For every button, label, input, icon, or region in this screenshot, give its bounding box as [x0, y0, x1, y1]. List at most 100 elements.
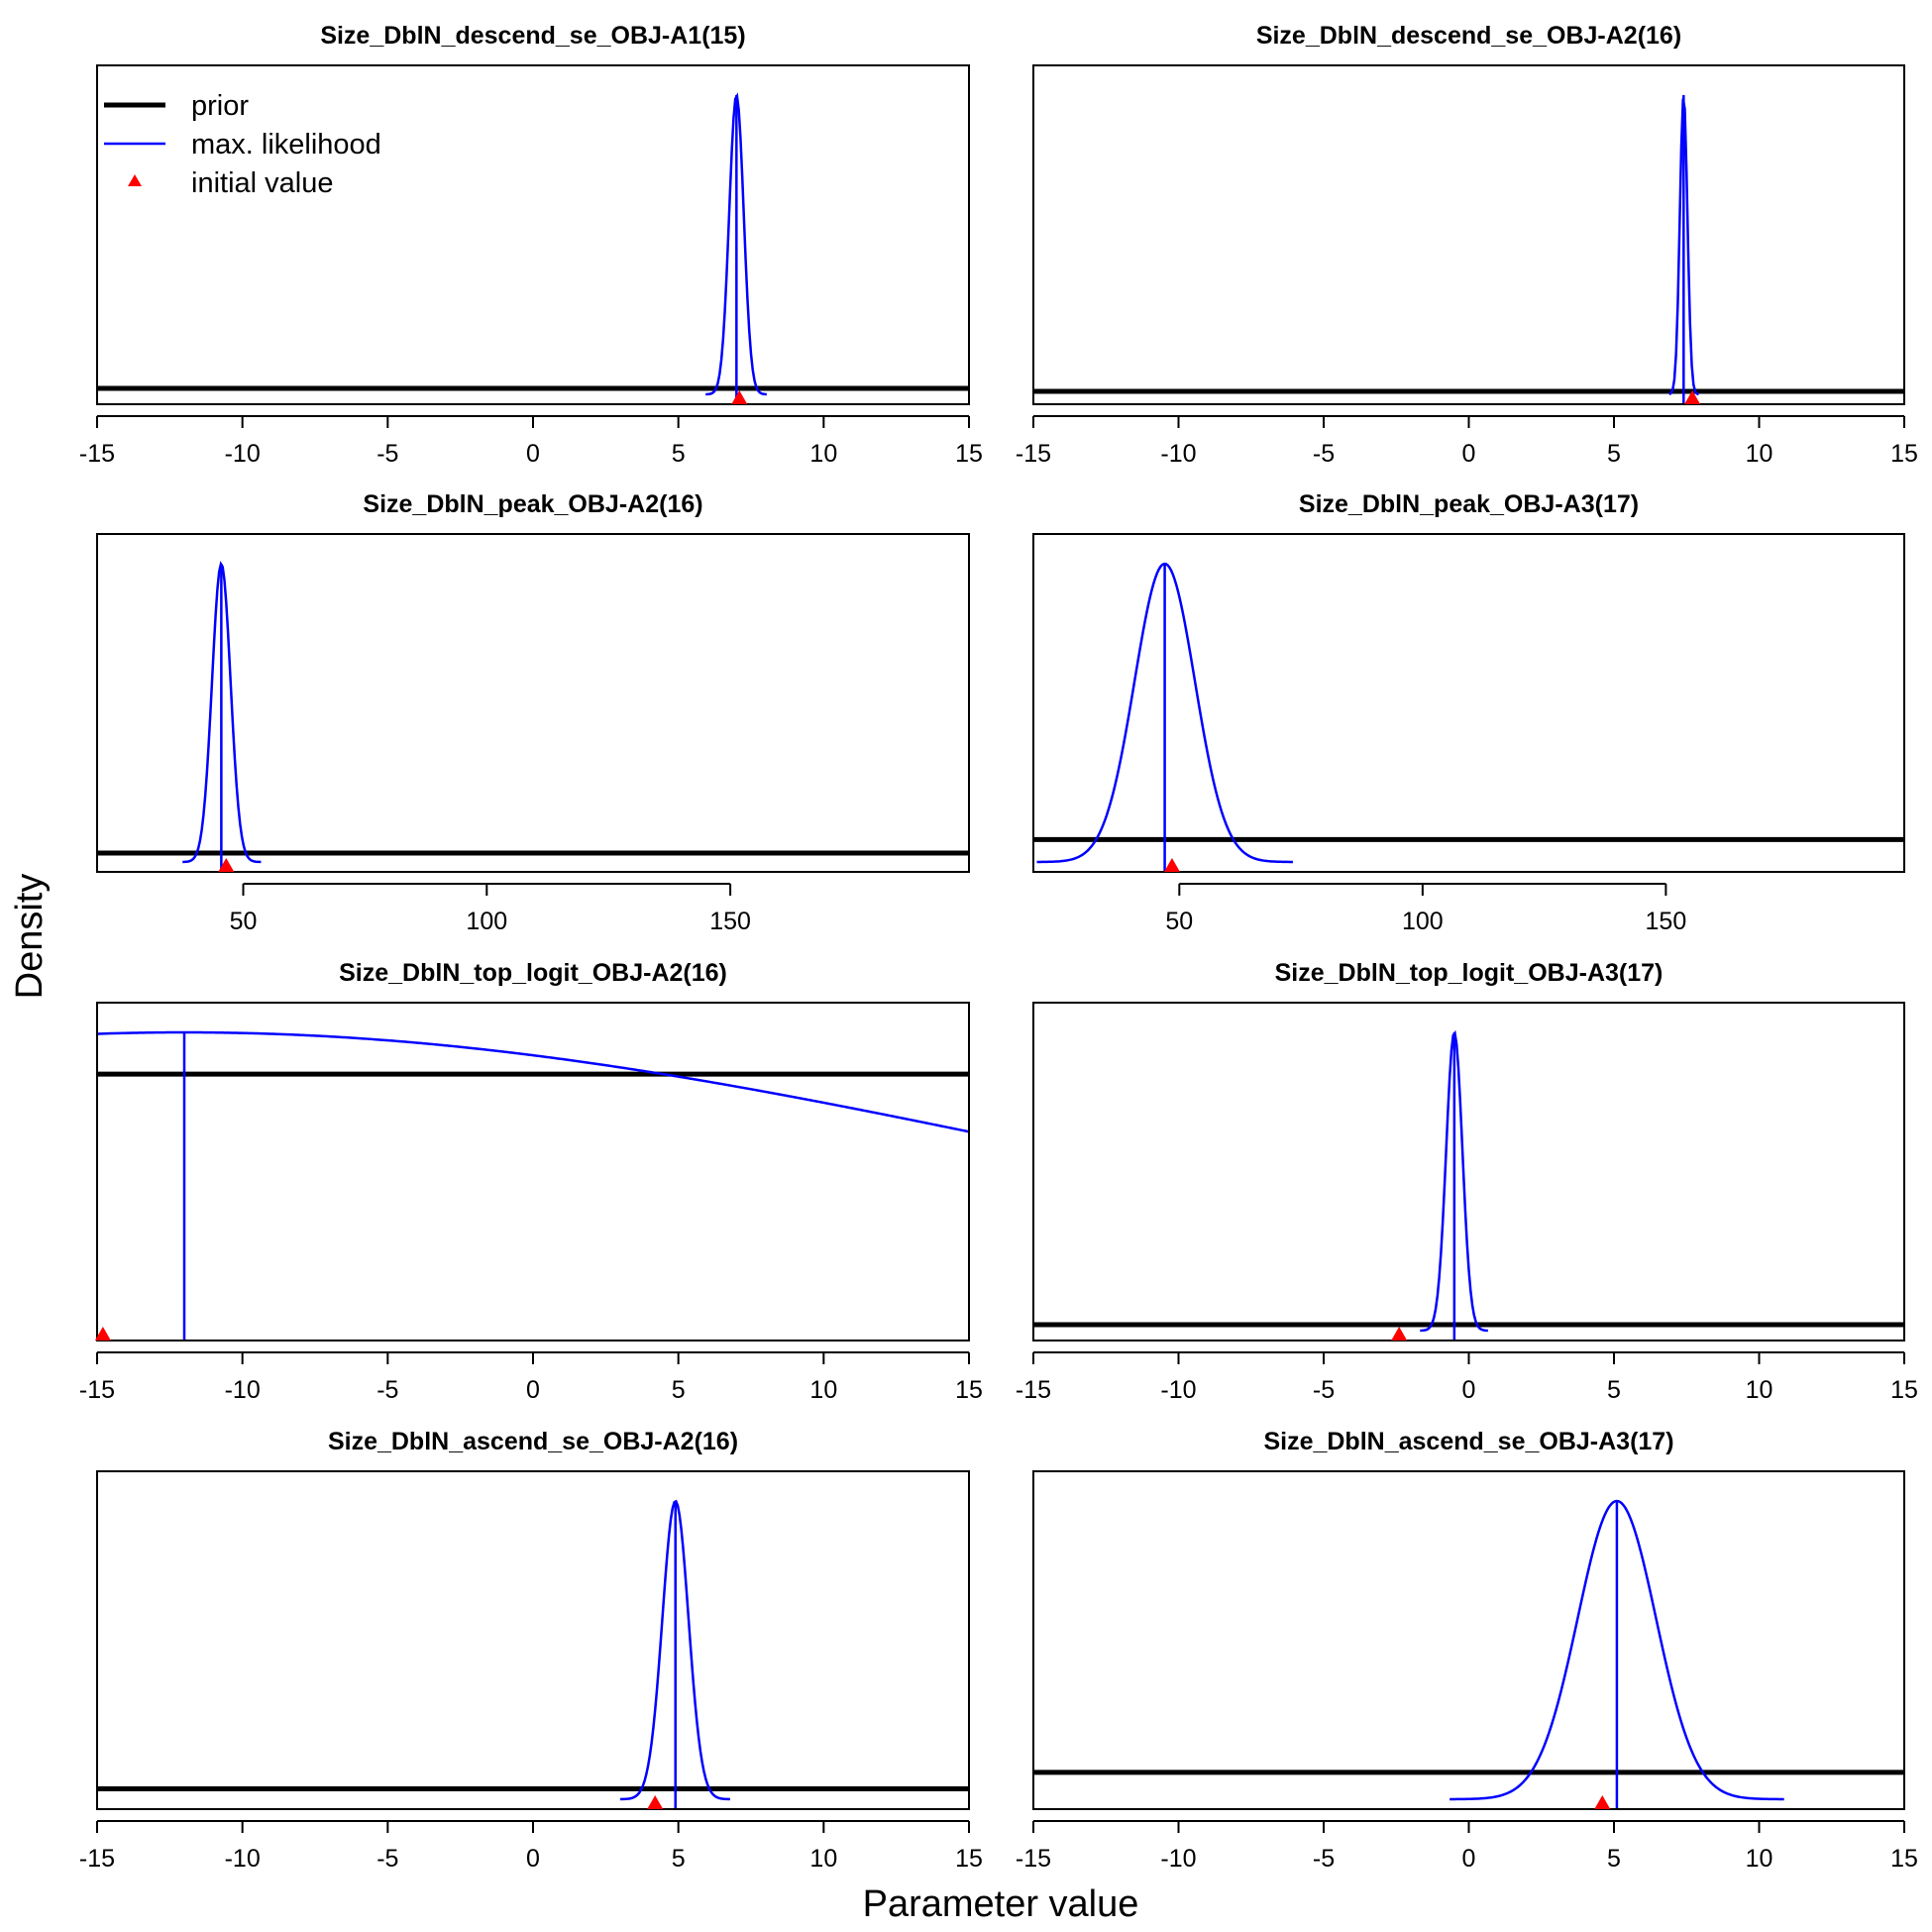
x-tick-label: 0: [526, 1845, 540, 1873]
panel-frame: [96, 1002, 970, 1342]
panel-title: Size_DblN_ascend_se_OBJ-A3(17): [1263, 1428, 1673, 1455]
panel-title: Size_DblN_descend_se_OBJ-A1(15): [320, 22, 745, 50]
x-axis: -15 -10 -5 0 5 10 15: [1016, 415, 1918, 468]
x-axis: -15 -10 -5 0 5 10 15: [79, 1351, 983, 1404]
panel-2: Size_DblN_descend_se_OBJ-A2(16) -15 -10 -5 0…: [1016, 22, 1918, 468]
x-tick-label: 5: [672, 1376, 686, 1404]
initial-value-marker: [1163, 858, 1180, 872]
x-tick-label: 15: [955, 1376, 983, 1404]
x-tick-label: 15: [1890, 1376, 1918, 1404]
x-axis: 50 100 150: [230, 883, 751, 935]
plot-area: [97, 1499, 969, 1809]
panel-frame: [1032, 64, 1905, 405]
x-tick-label: -5: [1313, 440, 1335, 468]
panel-3: Size_DblN_peak_OBJ-A2(16) 50 100 150: [96, 490, 970, 935]
x-tick-label: -5: [376, 440, 398, 468]
x-tick-label: -15: [1016, 440, 1051, 468]
x-tick-label: -15: [79, 440, 115, 468]
x-tick-label: 100: [466, 908, 507, 935]
x-tick-label: -10: [225, 1376, 261, 1404]
initial-value-marker: [731, 390, 748, 404]
panel-frame: [96, 1470, 970, 1810]
x-tick-label: 15: [955, 440, 983, 468]
initial-value-marker: [1684, 390, 1701, 404]
panel-grid: Size_DblN_descend_se_OBJ-A1(15) -15 -10 -5 0…: [79, 22, 1918, 1873]
x-tick-label: 150: [709, 908, 751, 935]
initial-value-marker: [1391, 1327, 1408, 1341]
x-tick-label: 0: [526, 1376, 540, 1404]
x-tick-label: 100: [1402, 908, 1444, 935]
x-tick-label: -10: [1160, 440, 1196, 468]
x-tick-label: 10: [809, 440, 837, 468]
panel-title: Size_DblN_peak_OBJ-A3(17): [1299, 490, 1639, 518]
x-tick-label: -5: [1313, 1845, 1335, 1873]
panel-frame: [96, 64, 970, 405]
plot-area: [97, 92, 969, 404]
x-tick-label: 5: [1607, 1376, 1621, 1404]
initial-value-marker: [647, 1795, 664, 1809]
initial-value-marker: [94, 1327, 111, 1341]
x-tick-label: 0: [1462, 1845, 1476, 1873]
x-tick-label: 15: [1890, 440, 1918, 468]
x-tick-label: 10: [809, 1376, 837, 1404]
x-tick-label: 10: [1746, 1845, 1773, 1873]
panel-8: Size_DblN_ascend_se_OBJ-A3(17) -15 -10 -5 0 5…: [1016, 1428, 1918, 1873]
plot-area: [1033, 95, 1904, 404]
panel-frame: [96, 533, 970, 873]
x-axis: -15 -10 -5 0 5 10 15: [79, 1820, 983, 1873]
likelihood-curve: [97, 1030, 969, 1133]
legend-initial-swatch: [128, 174, 142, 186]
x-tick-label: 0: [526, 440, 540, 468]
plot-area: [1033, 1029, 1904, 1341]
x-tick-label: -5: [376, 1376, 398, 1404]
x-tick-label: 5: [1607, 1845, 1621, 1873]
panel-frame: [1032, 1470, 1905, 1810]
panel-7: Size_DblN_ascend_se_OBJ-A2(16) -15 -10 -5 0 5…: [79, 1428, 983, 1873]
x-tick-label: -10: [1160, 1376, 1196, 1404]
x-tick-label: -15: [1016, 1845, 1051, 1873]
x-axis: -15 -10 -5 0 5 10 15: [1016, 1351, 1918, 1404]
x-axis: -15 -10 -5 0 5 10 15: [1016, 1820, 1918, 1873]
plot-area: [97, 561, 969, 872]
legend-label: max. likelihood: [191, 129, 381, 161]
x-tick-label: 10: [809, 1845, 837, 1873]
x-tick-label: 15: [1890, 1845, 1918, 1873]
panel-frame: [1032, 1002, 1905, 1342]
x-tick-label: 5: [672, 440, 686, 468]
x-axis: 50 100 150: [1165, 883, 1687, 935]
x-tick-label: 5: [1607, 440, 1621, 468]
panel-6: Size_DblN_top_logit_OBJ-A3(17) -15 -10 -5 0 5…: [1016, 959, 1918, 1404]
panel-title: Size_DblN_peak_OBJ-A2(16): [363, 490, 702, 518]
x-tick-label: 150: [1646, 908, 1687, 935]
plot-area: [1033, 1499, 1904, 1809]
x-tick-label: 0: [1462, 440, 1476, 468]
plot-area: [1033, 562, 1904, 872]
x-tick-label: 10: [1746, 1376, 1773, 1404]
panel-title: Size_DblN_descend_se_OBJ-A2(16): [1256, 22, 1681, 50]
legend: prior max. likelihood initial value: [104, 90, 381, 199]
panel-title: Size_DblN_top_logit_OBJ-A2(16): [339, 959, 727, 987]
panel-1: Size_DblN_descend_se_OBJ-A1(15) -15 -10 -5 0…: [79, 22, 983, 468]
initial-value-marker: [218, 858, 235, 872]
x-tick-label: 50: [230, 908, 258, 935]
x-tick-label: 5: [672, 1845, 686, 1873]
x-tick-label: 0: [1462, 1376, 1476, 1404]
panel-title: Size_DblN_ascend_se_OBJ-A2(16): [328, 1428, 738, 1455]
panel-title: Size_DblN_top_logit_OBJ-A3(17): [1275, 959, 1664, 987]
plot-area: [97, 1030, 969, 1341]
panel-frame: [1032, 533, 1905, 873]
panel-5: Size_DblN_top_logit_OBJ-A2(16) -15 -10 -5 0 5…: [79, 959, 983, 1404]
x-tick-label: -15: [79, 1845, 115, 1873]
x-tick-label: -5: [1313, 1376, 1335, 1404]
x-tick-label: -15: [1016, 1376, 1051, 1404]
x-tick-label: -15: [79, 1376, 115, 1404]
x-tick-label: -10: [225, 440, 261, 468]
x-tick-label: 15: [955, 1845, 983, 1873]
y-axis-title: Density: [9, 874, 51, 1000]
x-tick-label: -10: [1160, 1845, 1196, 1873]
x-axis: -15 -10 -5 0 5 10 15: [79, 415, 983, 468]
x-tick-label: 10: [1746, 440, 1773, 468]
x-tick-label: -5: [376, 1845, 398, 1873]
initial-value-marker: [1594, 1795, 1611, 1809]
